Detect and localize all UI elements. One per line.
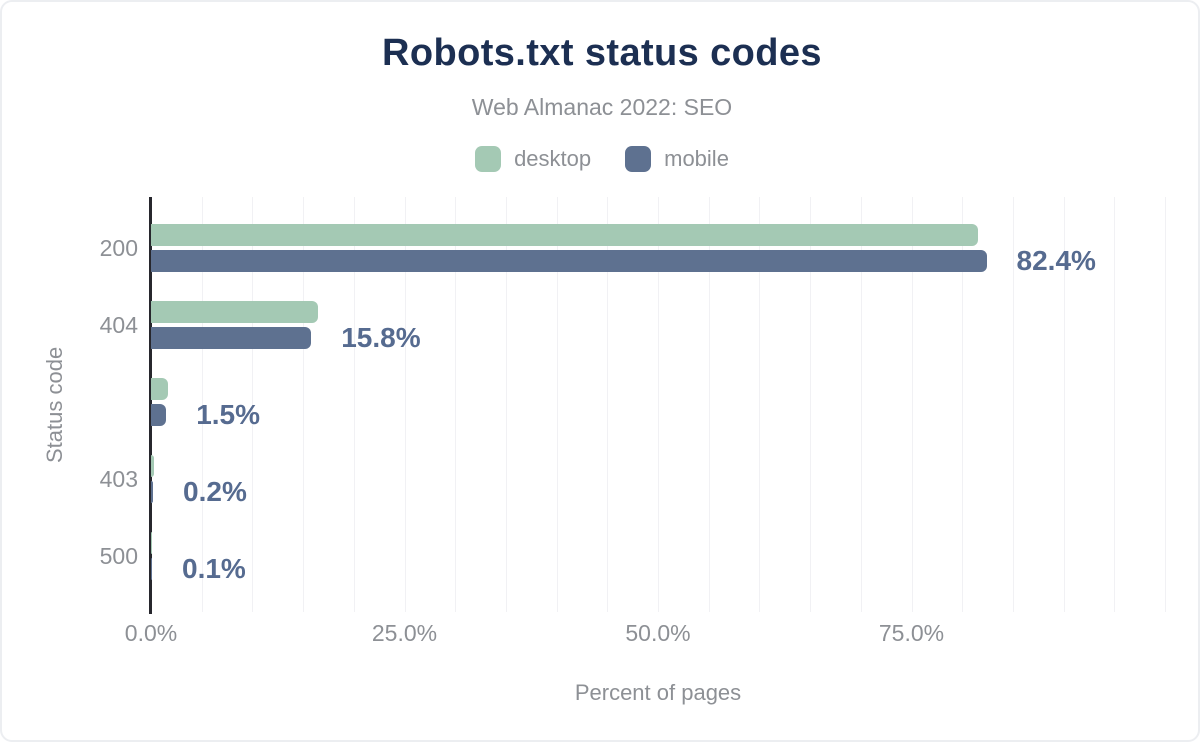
gridline	[658, 197, 659, 612]
value-label: 15.8%	[341, 322, 421, 353]
chart-subtitle: Web Almanac 2022: SEO	[471, 94, 733, 120]
bar-desktop-row3	[151, 455, 155, 477]
gridline	[353, 197, 355, 612]
bar-desktop-row1	[151, 301, 319, 323]
y-axis-label: 403	[99, 466, 138, 492]
y-axis-label: 200	[99, 235, 138, 261]
bar-mobile-row4	[151, 558, 152, 580]
gridline	[505, 197, 507, 612]
bar-mobile-row1	[151, 327, 312, 349]
gridline	[810, 197, 812, 612]
gridline	[759, 197, 761, 612]
y-axis-line	[149, 197, 152, 614]
bar-mobile-row2	[151, 404, 167, 426]
value-label: 0.1%	[182, 553, 246, 584]
bar-mobile-row3	[151, 481, 154, 503]
legend-item-mobile: mobile	[625, 146, 729, 172]
gridline	[201, 197, 203, 612]
value-label: 82.4%	[1016, 245, 1096, 276]
gridline	[911, 197, 913, 612]
legend: desktop mobile	[2, 144, 1198, 174]
gridline	[1063, 197, 1065, 612]
x-axis-tick: 50.0%	[625, 620, 691, 646]
chart-title: Robots.txt status codes	[382, 32, 822, 74]
gridline	[1165, 197, 1166, 612]
x-axis-tick: 25.0%	[371, 620, 438, 646]
bar-desktop-row0	[151, 224, 979, 246]
gridline	[962, 197, 964, 612]
bar-desktop-row2	[151, 378, 169, 400]
y-axis-label: 500	[99, 543, 138, 569]
gridline	[455, 197, 457, 612]
gridline	[1114, 197, 1116, 612]
x-axis-tick: 75.0%	[878, 620, 945, 646]
mobile-swatch-icon	[625, 146, 652, 172]
gridline	[1012, 197, 1014, 612]
x-axis-title: Percent of pages	[574, 680, 742, 705]
value-label: 0.2%	[183, 476, 247, 507]
gridline	[252, 197, 254, 612]
bar-desktop-row4	[151, 532, 152, 554]
bar-mobile-row0	[151, 250, 987, 272]
gridline	[303, 197, 305, 612]
legend-label-desktop: desktop	[514, 146, 592, 171]
desktop-swatch-icon	[475, 146, 502, 172]
gridline	[556, 197, 558, 612]
value-label: 1.5%	[196, 399, 261, 430]
gridline	[708, 197, 710, 612]
legend-item-desktop: desktop	[475, 146, 591, 172]
gridline	[860, 197, 862, 612]
y-axis-label: 404	[99, 312, 138, 338]
x-axis-tick: 0.0%	[124, 620, 178, 646]
gridline	[607, 197, 609, 612]
gridline	[404, 197, 406, 612]
legend-label-mobile: mobile	[664, 146, 729, 171]
